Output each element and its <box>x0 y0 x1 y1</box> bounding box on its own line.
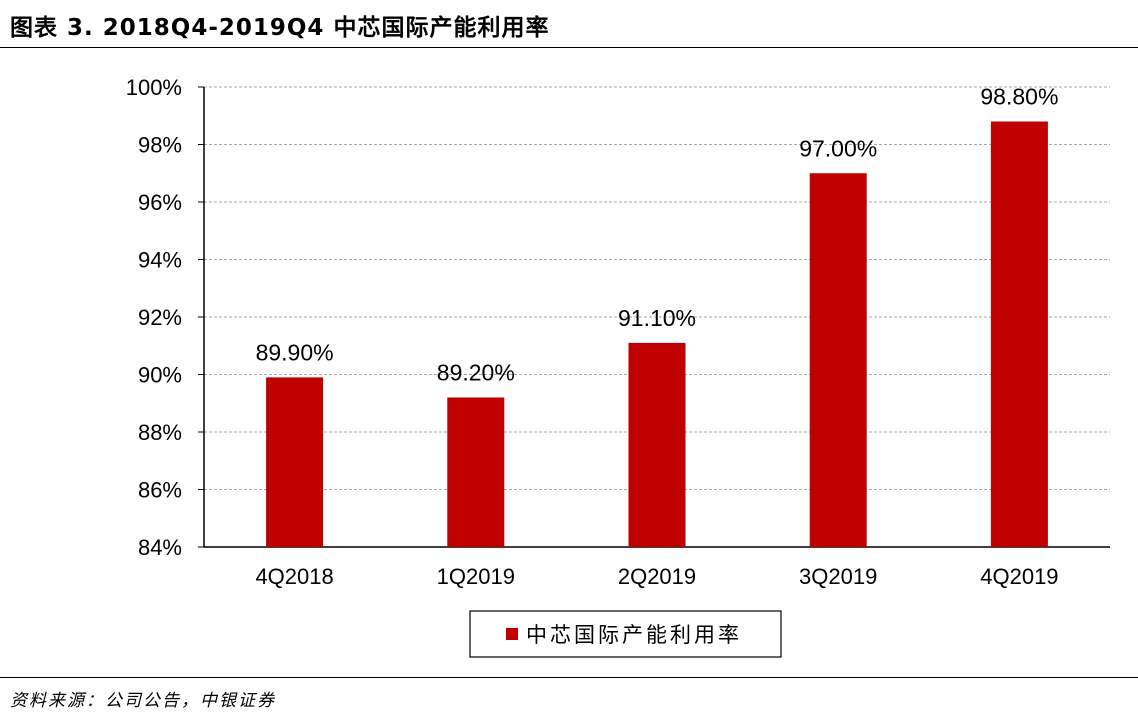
legend: 中芯国际产能利用率 <box>469 610 782 658</box>
data-label: 91.10% <box>618 305 696 331</box>
axes: 84% 86% 88% 90% 92% 94% 96% 98% 100% 4Q2018 1Q2019… <box>126 75 1110 589</box>
y-tick-label: 90% <box>138 363 182 388</box>
legend-swatch <box>506 628 518 640</box>
legend-box <box>469 610 782 658</box>
figure-title: 图表 3. 2018Q4-2019Q4 中芯国际产能利用率 <box>10 15 550 41</box>
data-labels: 89.90% 89.20% 91.10% 97.00% 98.80% <box>256 84 1059 386</box>
data-label: 97.00% <box>799 135 877 161</box>
x-tick-label: 2Q2019 <box>618 564 696 589</box>
bar-4Q2019 <box>990 121 1048 547</box>
y-tick-label: 86% <box>138 478 182 503</box>
x-tick-label: 3Q2019 <box>799 564 877 589</box>
bar-3Q2019 <box>809 173 867 547</box>
source-note: 资料来源：公司公告，中银证券 <box>10 691 276 711</box>
data-label: 89.20% <box>437 360 515 386</box>
figure-header: 图表 3. 2018Q4-2019Q4 中芯国际产能利用率 <box>0 0 1138 48</box>
bars <box>266 121 1048 547</box>
header-divider <box>0 47 1138 48</box>
y-tick-label: 88% <box>138 420 182 445</box>
y-tick-label: 94% <box>138 248 182 273</box>
gridlines <box>204 86 1110 490</box>
y-tick-label: 96% <box>138 190 182 215</box>
y-tick-label: 100% <box>126 75 182 100</box>
bar-4Q2018 <box>266 377 324 547</box>
data-label: 98.80% <box>980 84 1058 110</box>
x-tick-label: 4Q2018 <box>255 564 333 589</box>
bar-1Q2019 <box>447 397 505 547</box>
bar-chart: 84% 86% 88% 90% 92% 94% 96% 98% 100% 4Q2018 1Q2019… <box>126 75 1110 658</box>
x-tick-label: 4Q2019 <box>980 564 1058 589</box>
y-tick-label: 92% <box>138 305 182 330</box>
y-tick-label: 98% <box>138 133 182 158</box>
data-label: 89.90% <box>256 339 334 365</box>
footer-divider <box>0 677 1138 678</box>
y-tick-label: 84% <box>138 535 182 560</box>
bar-2Q2019 <box>628 342 686 547</box>
x-tick-label: 1Q2019 <box>437 564 515 589</box>
legend-label: 中芯国际产能利用率 <box>526 623 742 647</box>
